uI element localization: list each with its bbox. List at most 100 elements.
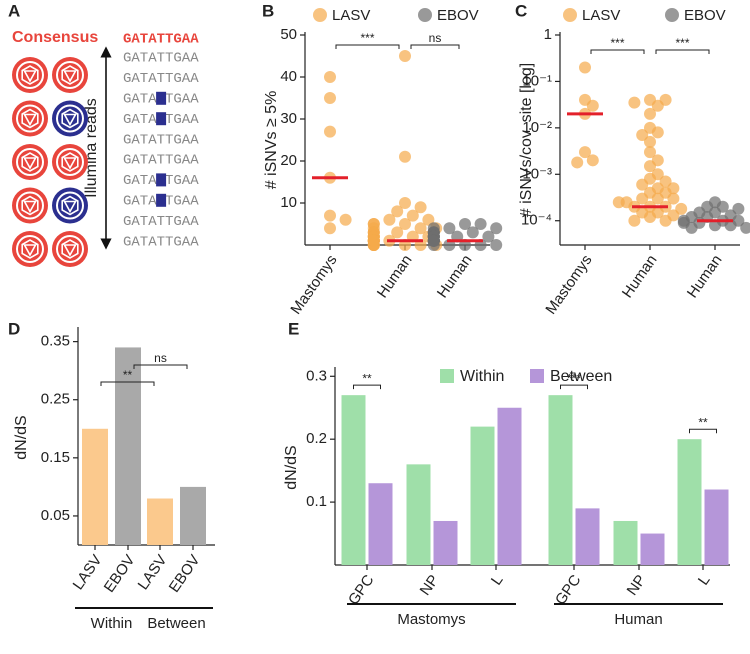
virion-core (23, 244, 37, 257)
bar (433, 520, 458, 565)
virion-ring (56, 104, 84, 133)
data-point (636, 129, 649, 142)
group-label: Between (147, 615, 205, 632)
legend-label: LASV (332, 7, 370, 24)
data-point (644, 160, 656, 173)
x-tick-label: Human (684, 252, 726, 301)
virion-capsid (21, 152, 39, 172)
virion-capsid (21, 108, 39, 129)
significance-bracket (655, 49, 710, 54)
data-point (740, 221, 750, 234)
data-point (586, 154, 599, 167)
significance-label: ** (698, 415, 708, 429)
data-point (651, 126, 664, 139)
data-point (367, 239, 380, 251)
x-tick-label: LASV (135, 552, 171, 593)
read-seq: GATATTGAA (123, 132, 199, 148)
data-point (628, 214, 641, 227)
legend-swatch (530, 369, 544, 383)
significance-label: *** (567, 371, 581, 385)
y-tick-label: 10⁻³ (522, 165, 552, 182)
legend-marker (418, 8, 432, 22)
group-label: Mastomys (397, 611, 465, 628)
data-point (466, 226, 479, 239)
y-tick-label: 10⁻¹ (522, 72, 552, 89)
x-tick-label: Human (434, 252, 476, 301)
read-seq: GATATTGAA (123, 71, 199, 87)
data-point (644, 107, 656, 120)
x-tick-label: Mastomys (287, 252, 340, 318)
data-point (474, 218, 487, 230)
significance-bracket (335, 44, 400, 49)
virion-icon (52, 187, 88, 224)
significance-bracket (410, 44, 460, 49)
virion-ring (56, 61, 84, 89)
significance-label: ns (154, 351, 167, 365)
x-tick-label: GPC (345, 572, 378, 609)
data-point (571, 156, 584, 169)
data-point (579, 146, 591, 159)
virion-icon (12, 144, 48, 180)
virion-core (63, 157, 77, 170)
virion-core (23, 157, 37, 170)
virion-ring (16, 104, 44, 133)
y-tick-label: 0.35 (41, 333, 70, 350)
data-point (459, 218, 471, 230)
x-tick-label: Human (374, 252, 416, 301)
x-tick-label: GPC (552, 572, 585, 609)
y-tick-label: 0.1 (306, 493, 327, 510)
y-tick-label: 0.2 (306, 430, 327, 447)
data-point (644, 211, 656, 224)
data-point (579, 61, 591, 74)
data-point (612, 196, 625, 209)
data-point (644, 135, 656, 148)
x-tick-label: LASV (70, 552, 106, 593)
virion-icon (12, 187, 48, 224)
data-point (659, 214, 672, 227)
data-point (406, 209, 419, 222)
data-point (586, 99, 599, 112)
x-tick-label: Human (619, 252, 661, 301)
data-point (651, 192, 664, 205)
bar (575, 508, 600, 565)
significance-label: *** (610, 36, 624, 50)
legend-swatch (440, 369, 454, 383)
data-point (391, 226, 404, 239)
read-seq: GATATTGAA (123, 153, 199, 169)
virion-capsid (61, 152, 79, 172)
bar (406, 464, 431, 565)
data-point (324, 209, 336, 222)
significance-label: ** (123, 368, 133, 382)
significance-bracket (689, 428, 717, 434)
data-point (324, 92, 336, 104)
variant-mark (156, 173, 167, 187)
bar (497, 407, 522, 565)
y-axis-label: dN/dS (283, 445, 300, 489)
reads-label: Illumina reads (83, 98, 100, 198)
data-point (414, 222, 427, 235)
virion-capsid (61, 239, 79, 259)
virion-ring (16, 191, 44, 220)
legend-marker (665, 8, 679, 22)
group-label: Human (614, 611, 662, 628)
bar (368, 483, 393, 565)
data-point (324, 125, 336, 138)
data-point (482, 230, 495, 243)
x-tick-label: NP (417, 572, 443, 599)
x-tick-label: EBOV (166, 552, 204, 596)
virion-ring (56, 235, 84, 263)
bar (180, 486, 206, 545)
y-tick-label: 1 (544, 26, 552, 43)
significance-label: *** (360, 31, 374, 45)
y-tick-label: 10 (280, 194, 297, 211)
bar (82, 428, 108, 545)
legend-marker (563, 8, 577, 22)
significance-bracket (353, 384, 381, 390)
virion-capsid (61, 108, 79, 129)
data-point (490, 239, 503, 251)
virion-core (23, 200, 37, 214)
y-tick-label: 0.25 (41, 391, 70, 408)
y-axis-label: # iSNVs ≥ 5% (263, 91, 280, 190)
y-tick-label: 20 (280, 152, 297, 169)
y-tick-label: 40 (280, 68, 297, 85)
